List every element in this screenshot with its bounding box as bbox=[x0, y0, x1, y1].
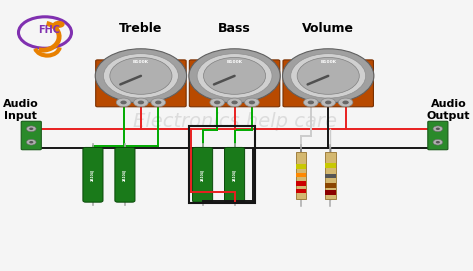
Circle shape bbox=[29, 141, 34, 143]
FancyBboxPatch shape bbox=[21, 121, 41, 150]
Circle shape bbox=[433, 139, 443, 145]
Circle shape bbox=[342, 101, 349, 104]
FancyBboxPatch shape bbox=[193, 147, 213, 202]
Circle shape bbox=[249, 101, 255, 104]
Bar bbox=[189, 126, 255, 203]
Bar bbox=[325, 174, 335, 178]
FancyBboxPatch shape bbox=[96, 60, 186, 107]
Circle shape bbox=[53, 21, 65, 28]
Bar bbox=[296, 164, 306, 169]
Text: Treble: Treble bbox=[119, 22, 163, 35]
Circle shape bbox=[104, 54, 178, 98]
Circle shape bbox=[304, 98, 318, 107]
FancyBboxPatch shape bbox=[428, 121, 448, 150]
Bar bbox=[296, 173, 306, 177]
Text: Bass: Bass bbox=[218, 22, 251, 35]
Circle shape bbox=[227, 98, 242, 107]
Circle shape bbox=[297, 57, 359, 94]
Circle shape bbox=[214, 101, 220, 104]
Circle shape bbox=[95, 49, 186, 103]
Circle shape bbox=[433, 126, 443, 132]
Circle shape bbox=[338, 98, 353, 107]
Circle shape bbox=[138, 101, 144, 104]
Circle shape bbox=[26, 139, 36, 145]
Circle shape bbox=[189, 49, 280, 103]
Text: Audio
Output: Audio Output bbox=[427, 99, 470, 121]
Text: 2A104J: 2A104J bbox=[233, 169, 236, 181]
Circle shape bbox=[151, 98, 166, 107]
Text: Audio
Input: Audio Input bbox=[3, 99, 39, 121]
Text: B100K: B100K bbox=[227, 60, 243, 64]
Circle shape bbox=[197, 54, 272, 98]
Circle shape bbox=[325, 101, 332, 104]
FancyBboxPatch shape bbox=[283, 60, 374, 107]
Circle shape bbox=[116, 98, 131, 107]
Circle shape bbox=[203, 57, 266, 94]
Text: Volume: Volume bbox=[302, 22, 354, 35]
Circle shape bbox=[210, 98, 225, 107]
Bar bbox=[296, 181, 306, 186]
Circle shape bbox=[436, 141, 440, 143]
Bar bbox=[325, 183, 335, 188]
Circle shape bbox=[26, 126, 36, 132]
Bar bbox=[296, 189, 306, 193]
Circle shape bbox=[133, 98, 148, 107]
FancyBboxPatch shape bbox=[115, 147, 135, 202]
Bar bbox=[325, 163, 335, 168]
FancyBboxPatch shape bbox=[83, 147, 103, 202]
Circle shape bbox=[155, 101, 161, 104]
Circle shape bbox=[110, 57, 172, 94]
Text: 2A104J: 2A104J bbox=[123, 169, 127, 181]
Text: Electronics help care: Electronics help care bbox=[132, 112, 337, 131]
Circle shape bbox=[291, 54, 366, 98]
Text: 2A104J: 2A104J bbox=[201, 169, 205, 181]
Text: B100K: B100K bbox=[320, 60, 336, 64]
FancyBboxPatch shape bbox=[189, 60, 280, 107]
Circle shape bbox=[321, 98, 335, 107]
Bar bbox=[325, 152, 335, 199]
FancyBboxPatch shape bbox=[225, 147, 245, 202]
Bar bbox=[296, 152, 306, 199]
Circle shape bbox=[231, 101, 238, 104]
Circle shape bbox=[436, 128, 440, 130]
Circle shape bbox=[307, 101, 314, 104]
Circle shape bbox=[282, 49, 374, 103]
Circle shape bbox=[245, 98, 259, 107]
Circle shape bbox=[120, 101, 127, 104]
Text: FHC: FHC bbox=[38, 25, 61, 35]
Text: 2A104J: 2A104J bbox=[91, 169, 95, 181]
Circle shape bbox=[29, 128, 34, 130]
Bar bbox=[325, 191, 335, 195]
Text: B100K: B100K bbox=[133, 60, 149, 64]
